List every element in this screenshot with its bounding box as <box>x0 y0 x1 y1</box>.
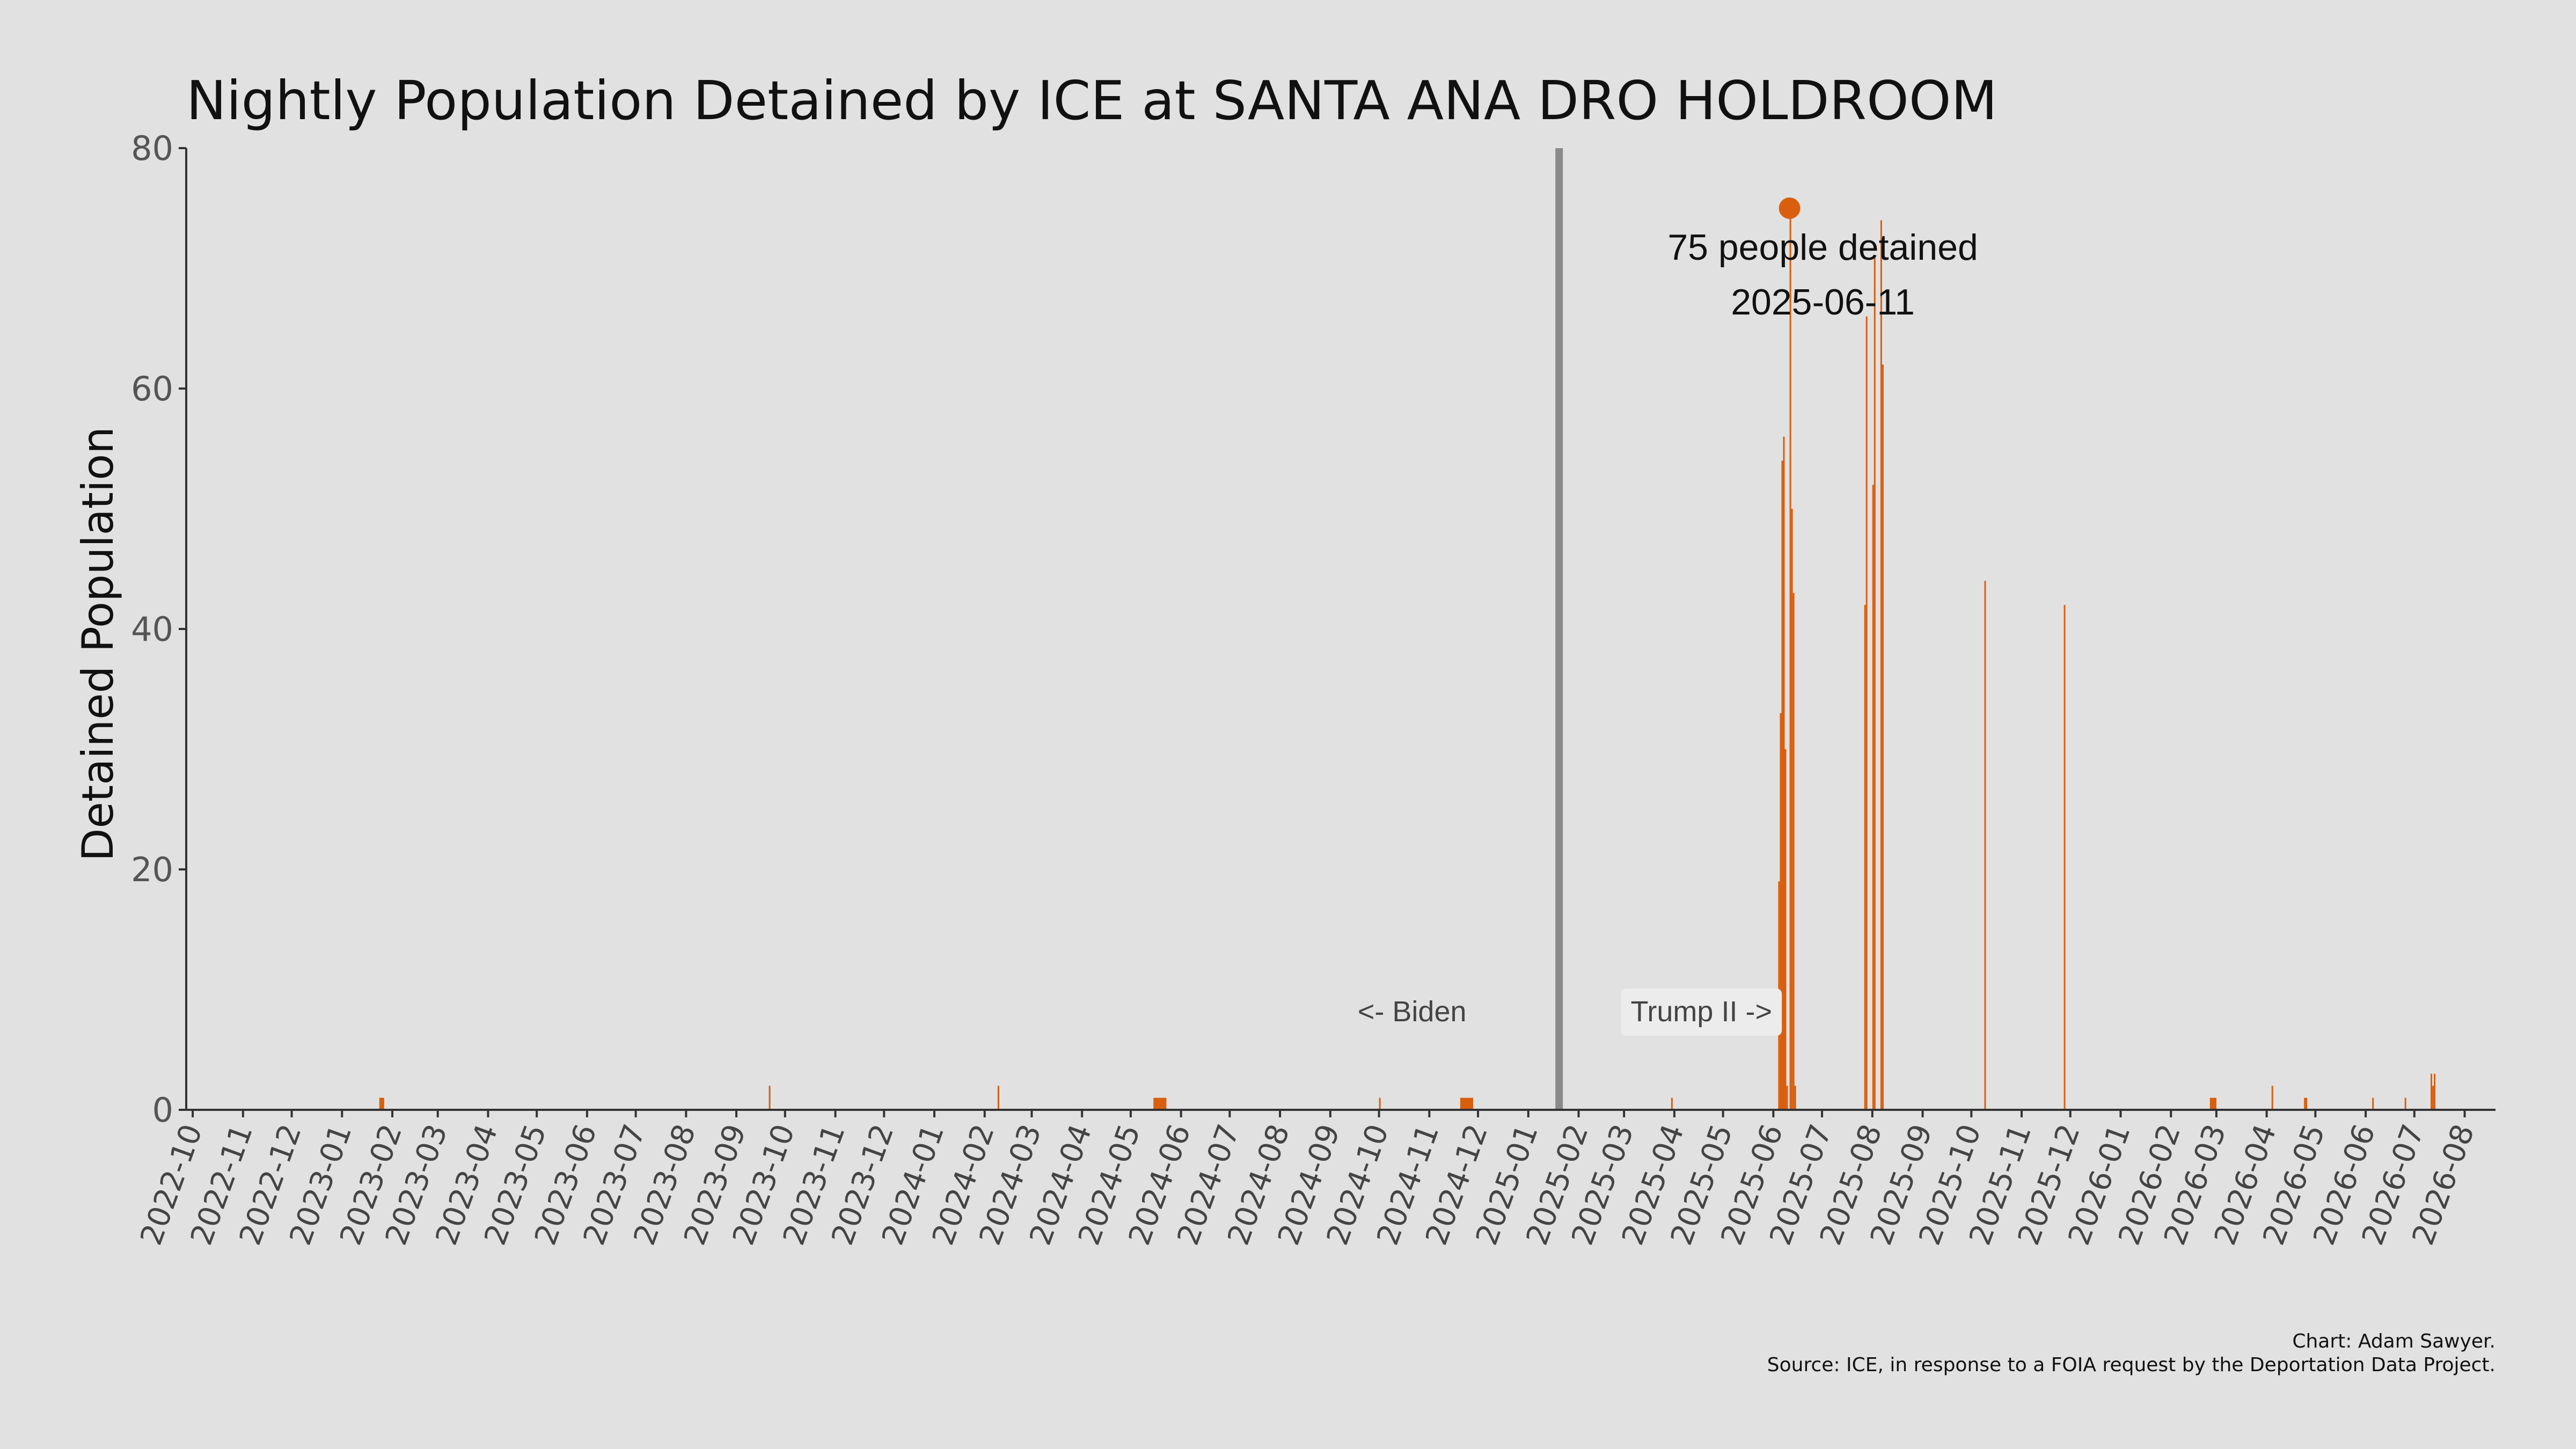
y-tick-label: 20 <box>131 850 173 889</box>
bar <box>1984 581 1986 1110</box>
bar <box>1671 1097 1673 1110</box>
bar <box>379 1097 384 1110</box>
bar <box>1460 1097 1473 1110</box>
bar <box>1872 485 1874 1110</box>
bar-layer <box>379 208 2436 1110</box>
biden-era-label: <- Biden <box>1358 996 1467 1028</box>
bar <box>1874 256 1876 1110</box>
bar <box>1153 1097 1167 1110</box>
bar <box>769 1086 771 1110</box>
bar <box>2304 1097 2308 1110</box>
bar <box>1781 460 1783 1110</box>
bar <box>2434 1073 2436 1110</box>
bar <box>1792 592 1795 1110</box>
bar <box>1786 1086 1788 1110</box>
bar <box>1789 208 1791 1110</box>
bar <box>1379 1097 1381 1110</box>
trump-era-label: Trump II -> <box>1630 996 1772 1028</box>
bar <box>1783 436 1785 1110</box>
y-tick-label: 60 <box>131 369 173 408</box>
peak-annotation-date: 2025-06-11 <box>1731 282 1915 323</box>
x-ticks: 2022-102022-112022-122023-012023-022023-… <box>134 1110 2482 1250</box>
trump-label-background <box>1621 989 1782 1036</box>
credit-source: Source: ICE, in response to a FOIA reque… <box>1767 1354 2496 1376</box>
y-tick-label: 0 <box>152 1091 173 1130</box>
bar <box>2404 1097 2406 1110</box>
bar <box>2271 1086 2273 1110</box>
bar <box>1865 316 1868 1110</box>
bar <box>997 1086 999 1110</box>
bar <box>1864 605 1866 1110</box>
bar <box>1780 713 1782 1110</box>
y-ticks: 0 20 40 60 80 <box>131 129 186 1130</box>
chart-title: Nightly Population Detained by ICE at SA… <box>186 69 1997 132</box>
bar <box>2209 1097 2216 1110</box>
bar <box>1880 220 1882 1110</box>
bar <box>2372 1097 2374 1110</box>
axes <box>185 148 2496 1111</box>
peak-annotation-count: 75 people detained <box>1667 227 1978 268</box>
peak-marker-dot <box>1779 197 1801 219</box>
y-tick-label: 40 <box>131 610 173 649</box>
bar <box>1882 364 1884 1110</box>
bar <box>2432 1086 2434 1110</box>
bar <box>1791 509 1793 1110</box>
bar <box>2431 1073 2432 1110</box>
bar <box>2063 605 2066 1110</box>
annotation-layer: <- Biden Trump II -> 75 people detained … <box>1358 197 1978 1036</box>
y-tick-label: 80 <box>131 129 173 168</box>
y-axis-label: Detained Population <box>73 427 123 861</box>
credit-author: Chart: Adam Sawyer. <box>2292 1330 2496 1352</box>
bar <box>1784 749 1787 1110</box>
bar <box>1794 1086 1796 1110</box>
